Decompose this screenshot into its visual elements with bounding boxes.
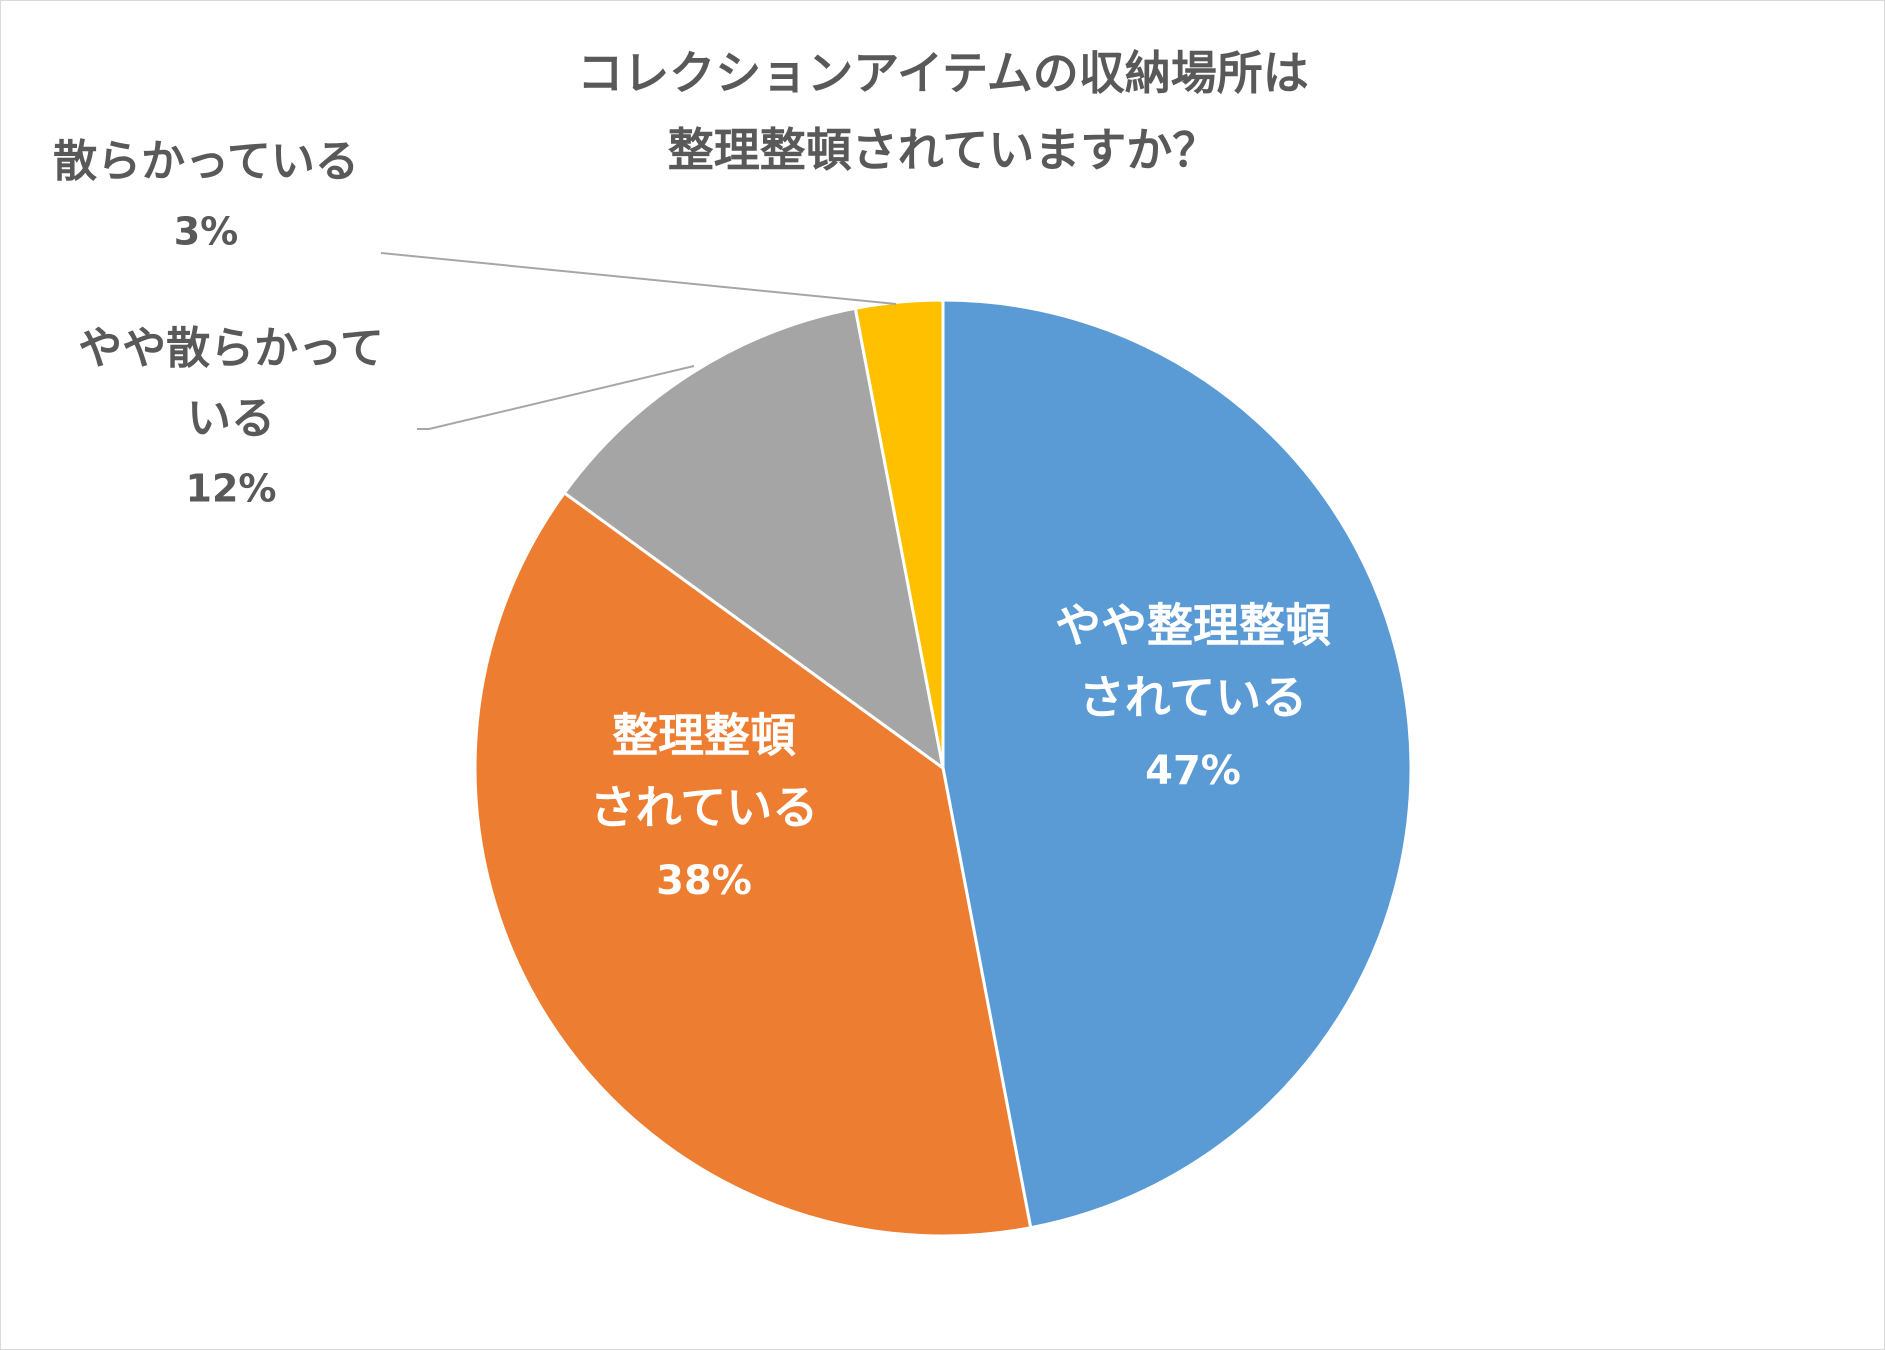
- slice-label-0-line-1: されている: [1079, 671, 1308, 725]
- slice-percent-1: 38%: [656, 858, 752, 904]
- leader-line-2: [417, 365, 695, 430]
- slice-label-3-line-0: 散らかっている: [53, 136, 359, 187]
- leader-lines-layer: [380, 252, 897, 430]
- pie-slice-1: [473, 490, 1033, 1238]
- pie-slice-3: [853, 298, 945, 769]
- slice-percent-0: 47%: [1145, 748, 1241, 794]
- slice-percent-3: 3%: [174, 210, 239, 254]
- slice-label-3: 散らかっている 3%: [53, 136, 359, 254]
- pie-slice-2: [562, 306, 946, 772]
- pie-slice-0: [941, 298, 1413, 1230]
- leader-line-3: [380, 252, 897, 305]
- chart-title-line-1: コレクションアイテムの収納場所は: [577, 46, 1308, 100]
- slice-percent-2: 12%: [186, 467, 277, 511]
- slice-label-0-line-0: やや整理整頓: [1055, 599, 1331, 653]
- slice-label-2-line-0: やや散らかって: [78, 323, 384, 374]
- slice-label-1-line-0: 整理整頓: [612, 709, 796, 763]
- slices-layer: [473, 298, 1413, 1238]
- chart-title-line-2: 整理整頓されていますか？: [668, 123, 1219, 177]
- slice-label-2-line-1: いる: [187, 393, 275, 444]
- slice-label-1-line-1: されている: [590, 781, 819, 835]
- data-labels-layer: やや整理整頓されている47%整理整頓されている38%やや散らかっている12%散ら…: [53, 136, 1331, 904]
